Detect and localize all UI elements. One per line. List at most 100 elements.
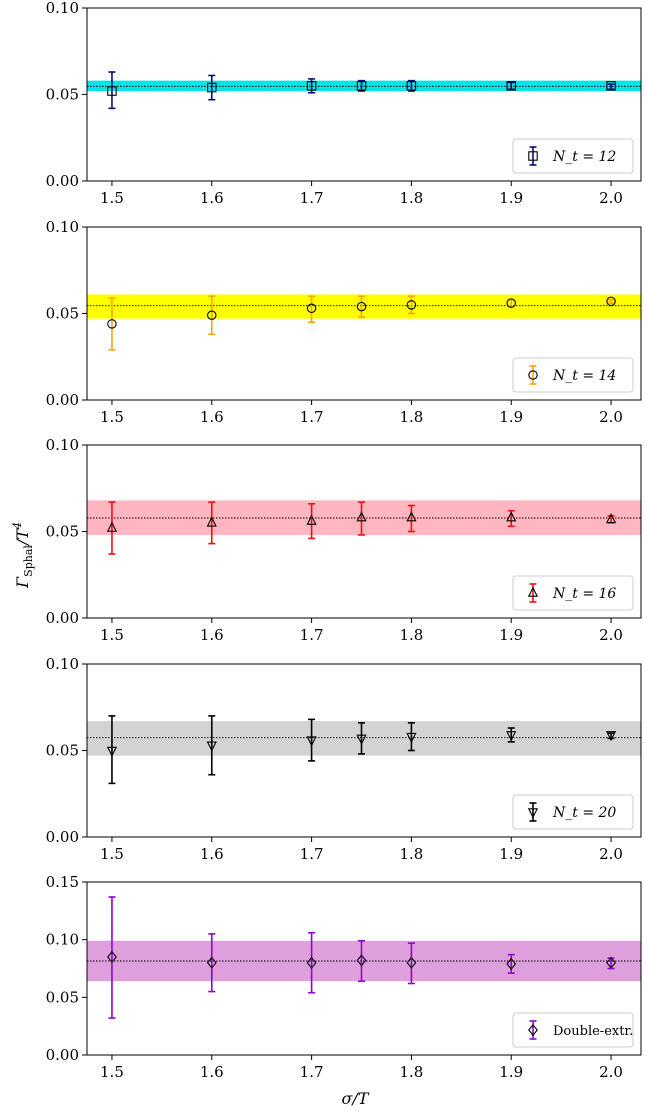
data-point xyxy=(506,511,517,522)
data-point xyxy=(605,512,617,524)
legend-box xyxy=(512,1012,634,1048)
data-point xyxy=(606,296,616,307)
y-tick-label: 0.05 xyxy=(46,523,79,541)
legend-label: N_t = 12 xyxy=(552,149,616,165)
data-point xyxy=(306,514,317,525)
y-tick-label: 0.00 xyxy=(46,828,79,846)
legend-label: N_t = 16 xyxy=(552,586,616,602)
data-point xyxy=(356,511,367,522)
y-tick-label: 0.10 xyxy=(46,0,79,17)
data-point xyxy=(606,81,616,91)
legend-marker xyxy=(528,370,538,380)
data-point xyxy=(406,956,417,969)
y-tick-label: 0.00 xyxy=(46,609,79,627)
data-point xyxy=(306,303,317,314)
data-point xyxy=(107,319,117,329)
legend-box xyxy=(512,575,634,611)
chart-panel: 1.5 1.6 1.7 1.8 1.9 2.0 0.00 0.05 0.10 0.15 Double… xyxy=(46,873,642,1081)
data-point xyxy=(306,81,317,91)
legend-box xyxy=(512,794,634,830)
data-point xyxy=(207,82,217,93)
y-tick-label: 0.10 xyxy=(46,931,79,949)
x-tick-label: 2.0 xyxy=(599,408,623,426)
x-tick-label: 1.7 xyxy=(300,408,324,426)
legend-label: N_t = 14 xyxy=(552,368,616,384)
chart-panel: 1.5 1.6 1.7 1.8 1.9 2.0 0.00 0.05 0.10 N_t = 14 xyxy=(46,218,642,426)
x-tick-label: 1.8 xyxy=(399,626,423,644)
legend-label: Double-extr. xyxy=(553,1024,633,1039)
legend-marker xyxy=(528,1023,538,1037)
chart-panel: 1.5 1.6 1.7 1.8 1.9 2.0 0.00 0.05 0.10 N_t = 20 xyxy=(46,655,642,863)
x-tick-label: 1.5 xyxy=(100,189,124,207)
data-point xyxy=(356,301,367,312)
data-point xyxy=(306,736,317,747)
panels: 1.5 1.6 1.7 1.8 1.9 2.00.000.050.10N_t = 121.… xyxy=(46,0,642,1081)
x-tick-label: 2.0 xyxy=(599,845,623,863)
y-tick-label: 0.15 xyxy=(46,873,79,891)
x-tick-label: 1.5 xyxy=(100,626,124,644)
legend-box xyxy=(512,138,634,174)
data-point xyxy=(406,732,417,744)
y-tick-label: 0.10 xyxy=(46,436,79,454)
data-point xyxy=(506,731,517,742)
data-point xyxy=(506,298,516,308)
data-point xyxy=(106,746,118,757)
y-tick-label: 0.00 xyxy=(46,391,79,409)
x-tick-label: 1.9 xyxy=(499,626,523,644)
data-point xyxy=(605,731,617,742)
data-point xyxy=(506,81,516,91)
data-point xyxy=(107,950,117,964)
x-tick-label: 1.6 xyxy=(200,845,224,863)
x-tick-label: 1.8 xyxy=(399,408,423,426)
y-tick-label: 0.00 xyxy=(46,172,79,190)
x-tick-label: 1.6 xyxy=(200,626,224,644)
x-tick-label: 1.5 xyxy=(100,1063,124,1081)
x-tick-label: 1.8 xyxy=(399,189,423,207)
x-tick-label: 1.6 xyxy=(200,408,224,426)
data-point xyxy=(206,741,217,752)
data-point xyxy=(206,516,217,527)
y-tick-label: 0.05 xyxy=(46,305,79,323)
x-tick-label: 1.7 xyxy=(300,845,324,863)
x-tick-label: 1.5 xyxy=(100,408,124,426)
x-tick-label: 1.6 xyxy=(200,1063,224,1081)
data-point xyxy=(356,734,367,745)
confidence-band xyxy=(87,80,641,92)
x-tick-label: 1.7 xyxy=(300,626,324,644)
y-tick-label: 0.05 xyxy=(46,742,79,760)
plot-frame xyxy=(86,881,642,1056)
data-point xyxy=(506,957,517,970)
x-axis-title: σ/T xyxy=(342,1089,370,1108)
data-point xyxy=(106,521,118,532)
data-point xyxy=(406,511,417,522)
data-point xyxy=(206,956,217,969)
x-tick-label: 1.5 xyxy=(100,845,124,863)
x-tick-label: 2.0 xyxy=(599,626,623,644)
chart-panel: 1.5 1.6 1.7 1.8 1.9 2.0 0.00 0.05 0.10 N_t = 12 xyxy=(46,0,642,207)
data-point xyxy=(406,81,417,91)
x-tick-label: 1.9 xyxy=(499,408,523,426)
x-tick-label: 1.9 xyxy=(499,189,523,207)
data-point xyxy=(356,81,367,91)
x-tick-label: 1.7 xyxy=(300,189,324,207)
y-tick-label: 0.05 xyxy=(46,86,79,104)
y-tick-label: 0.00 xyxy=(46,1046,79,1064)
x-tick-label: 2.0 xyxy=(599,189,623,207)
x-tick-label: 1.6 xyxy=(200,189,224,207)
data-point xyxy=(606,956,616,969)
legend-marker xyxy=(528,151,538,161)
y-tick-label: 0.10 xyxy=(46,218,79,236)
y-tick-label: 0.10 xyxy=(46,655,79,673)
legend-marker xyxy=(527,808,539,819)
x-tick-label: 1.8 xyxy=(399,1063,423,1081)
data-point xyxy=(406,300,417,310)
legend-box xyxy=(512,357,634,393)
x-tick-label: 1.9 xyxy=(499,845,523,863)
x-tick-label: 1.9 xyxy=(499,1063,523,1081)
x-tick-label: 1.7 xyxy=(300,1063,324,1081)
data-point xyxy=(306,956,317,969)
legend-label: N_t = 20 xyxy=(552,805,616,821)
data-point xyxy=(356,954,367,967)
data-point xyxy=(107,86,117,96)
